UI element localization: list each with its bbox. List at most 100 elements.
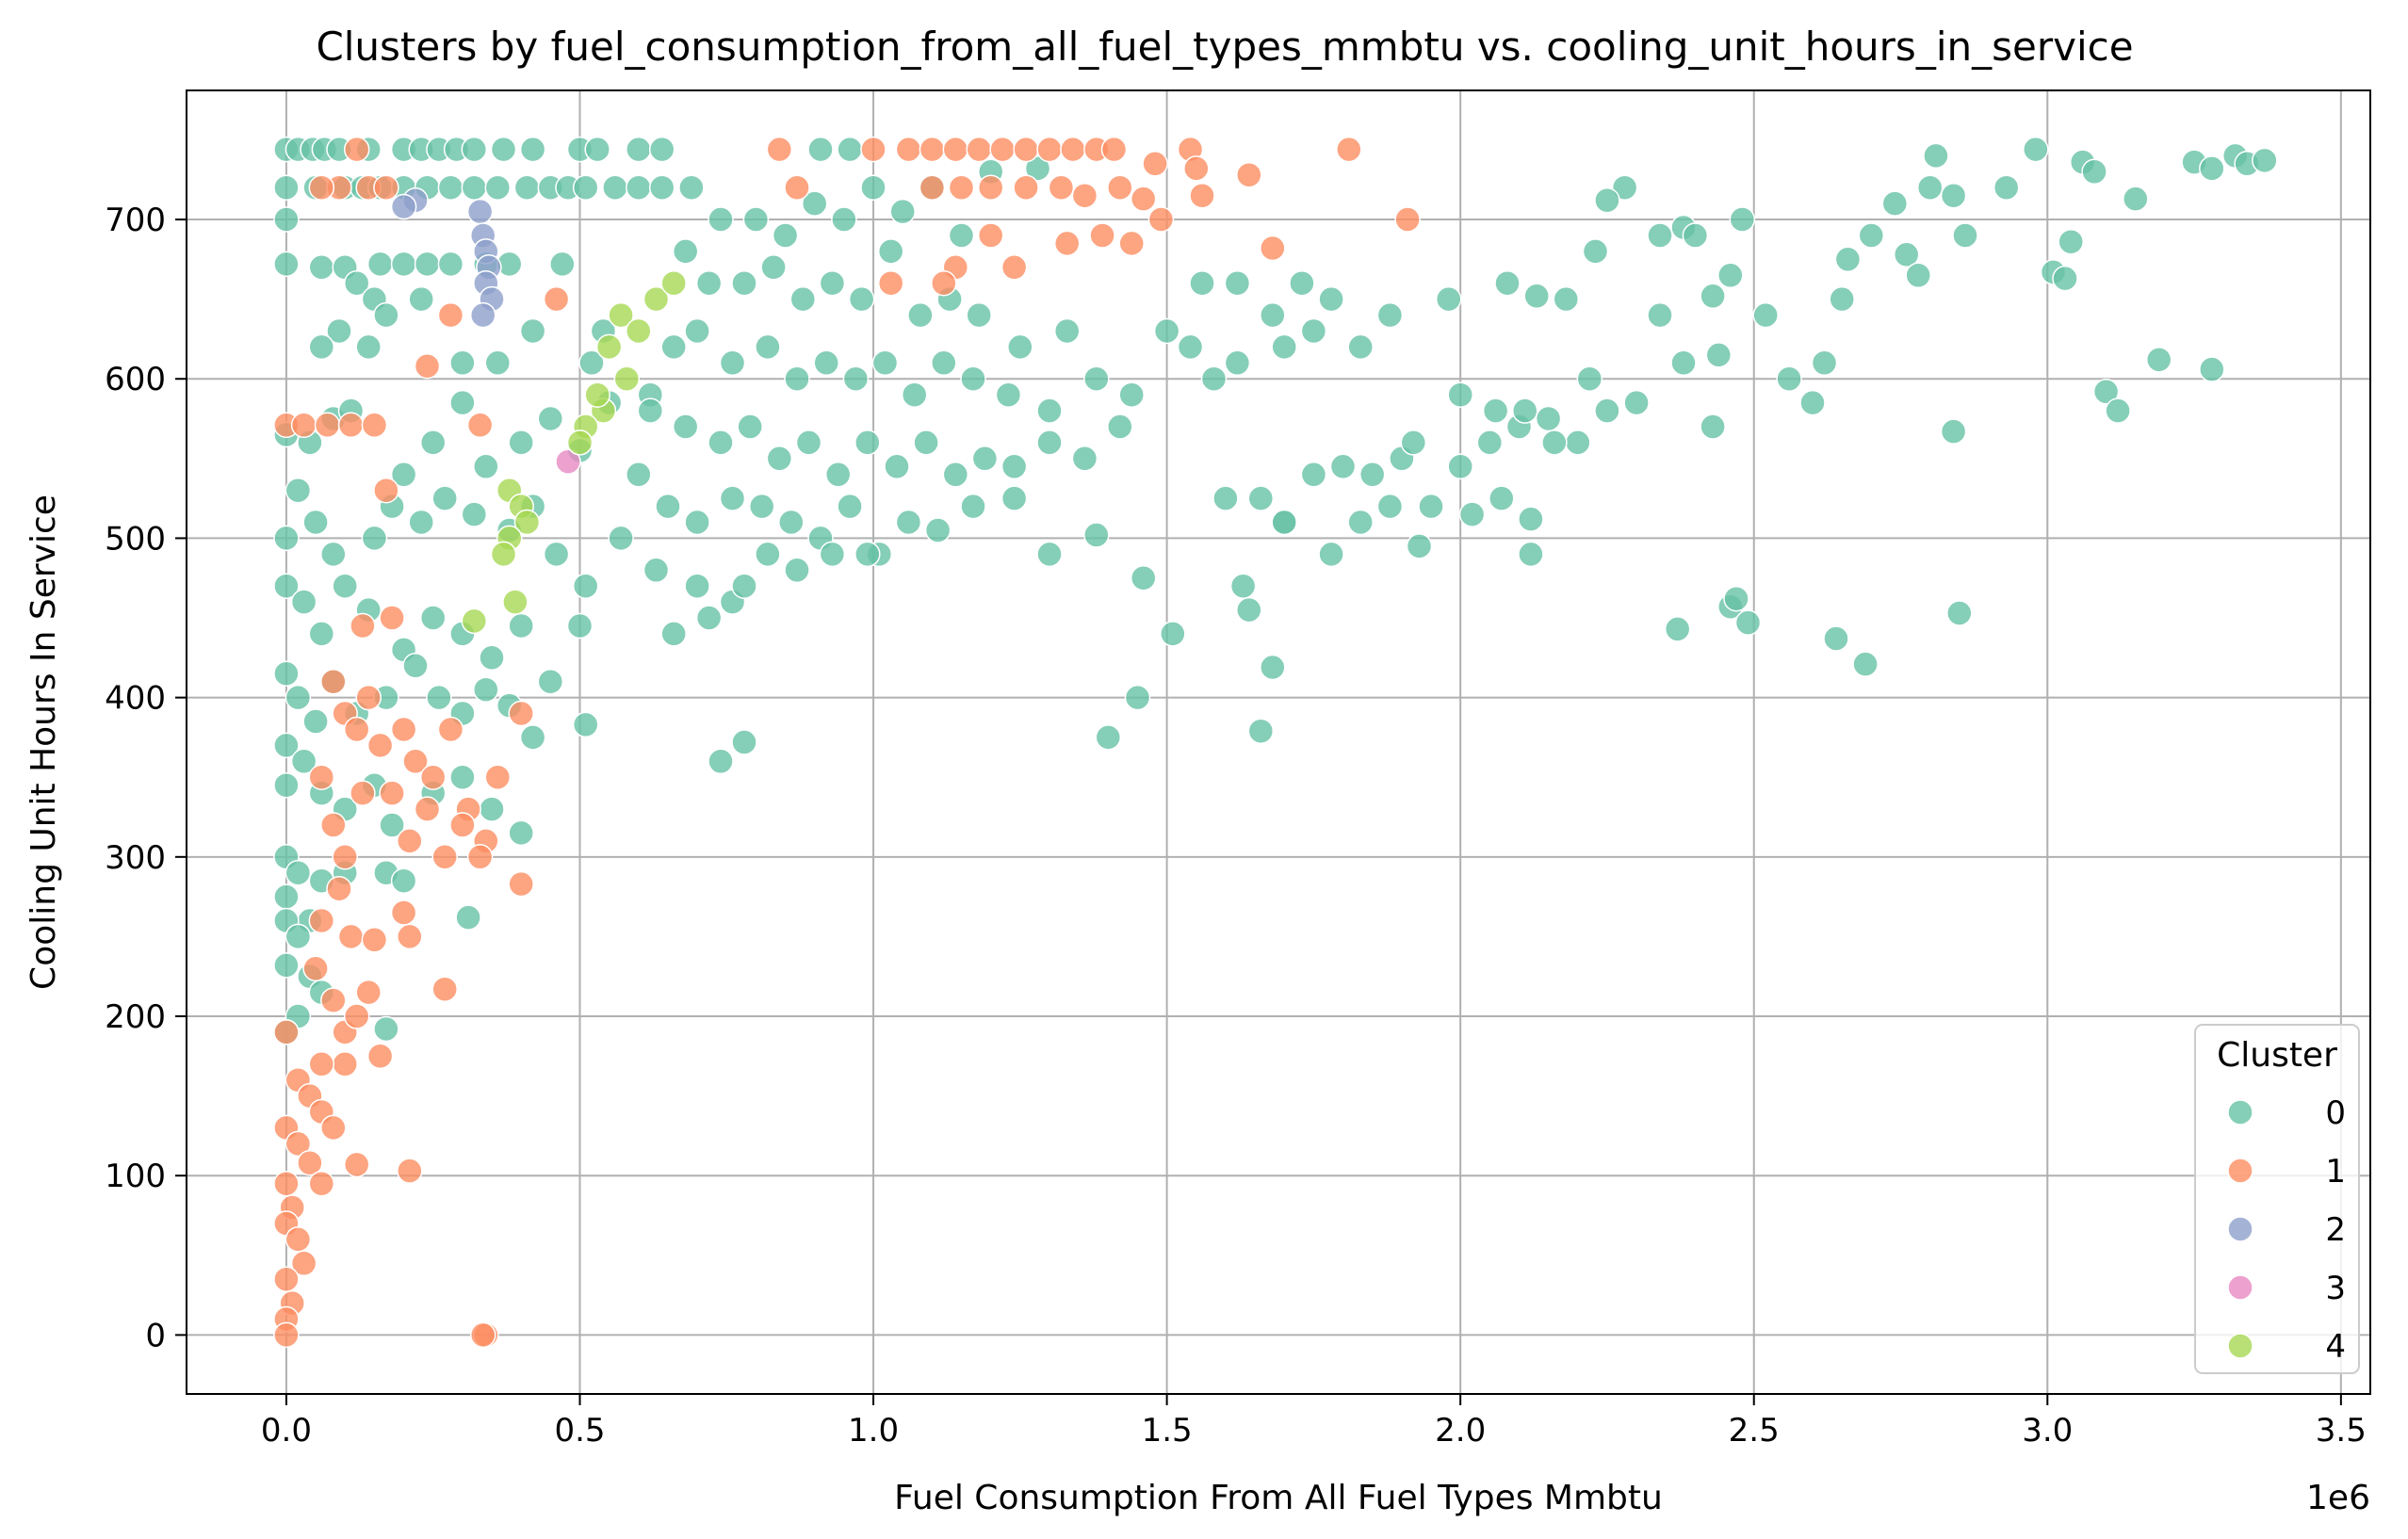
data-point-cluster-0 [742, 206, 770, 233]
data-point-cluster-0 [1177, 333, 1204, 361]
data-point-cluster-0 [273, 251, 300, 278]
data-point-cluster-0 [490, 136, 517, 163]
data-point-cluster-0 [1418, 493, 1444, 520]
data-point-cluster-0 [461, 501, 488, 527]
data-point-cluster-1 [437, 301, 464, 329]
data-point-cluster-0 [931, 349, 957, 377]
data-point-cluster-0 [1776, 365, 1802, 392]
data-point-cluster-0 [549, 251, 576, 278]
data-point-cluster-0 [784, 557, 810, 584]
data-point-cluster-0 [1594, 186, 1620, 214]
data-point-cluster-0 [285, 684, 312, 711]
data-point-cluster-0 [437, 174, 464, 201]
data-point-cluster-0 [948, 222, 975, 249]
data-point-cluster-0 [2199, 155, 2225, 182]
data-point-cluster-0 [1553, 285, 1580, 313]
data-point-cluster-0 [1940, 418, 1967, 445]
data-point-cluster-0 [437, 251, 464, 278]
data-point-cluster-0 [637, 397, 664, 424]
data-point-cluster-0 [1682, 222, 1709, 249]
data-point-cluster-0 [1647, 301, 1673, 329]
data-point-cluster-0 [308, 621, 335, 647]
data-point-cluster-0 [1447, 381, 1473, 408]
data-point-cluster-0 [837, 136, 863, 163]
data-point-cluster-1 [373, 477, 399, 504]
data-point-cluster-0 [801, 190, 828, 217]
data-point-cluster-0 [1007, 333, 1033, 361]
data-point-cluster-0 [755, 333, 781, 361]
data-point-cluster-0 [1852, 651, 1879, 677]
data-point-cluster-0 [326, 317, 352, 345]
data-point-cluster-1 [414, 796, 441, 822]
data-point-cluster-0 [907, 301, 934, 329]
data-point-cluster-0 [1289, 269, 1315, 297]
x-tick-label: 3.0 [2022, 1412, 2073, 1450]
data-point-cluster-1 [784, 174, 810, 201]
data-point-cluster-1 [337, 923, 365, 950]
data-point-cluster-0 [1406, 533, 1433, 559]
data-point-cluster-1 [337, 412, 365, 439]
data-point-cluster-0 [343, 269, 370, 297]
data-point-cluster-0 [431, 485, 458, 511]
data-point-cluster-1 [419, 764, 447, 790]
data-point-cluster-0 [519, 317, 546, 345]
data-point-cluster-0 [519, 724, 546, 751]
data-point-cluster-0 [626, 136, 652, 163]
data-point-cluster-1 [326, 875, 352, 902]
data-point-cluster-4 [461, 608, 488, 635]
data-point-cluster-0 [519, 136, 546, 163]
data-point-cluster-0 [2199, 356, 2225, 382]
data-point-cluster-1 [297, 1149, 323, 1176]
data-point-cluster-1 [1147, 206, 1175, 233]
legend-label: 1 [2325, 1153, 2346, 1191]
x-tick-label: 0.0 [261, 1412, 312, 1450]
data-point-cluster-1 [1048, 174, 1075, 201]
data-point-cluster-0 [824, 462, 852, 488]
data-point-cluster-0 [1664, 616, 1691, 642]
data-point-cluster-1 [397, 828, 423, 854]
data-point-cluster-0 [1107, 413, 1133, 440]
data-point-cluster-1 [1336, 136, 1362, 163]
data-point-cluster-0 [1494, 269, 1521, 297]
data-point-cluster-0 [1893, 241, 1920, 268]
data-point-cluster-0 [1083, 365, 1110, 392]
legend-items: 0 1 2 3 4 [2227, 1094, 2346, 1366]
data-point-cluster-0 [1400, 429, 1427, 456]
data-point-cluster-0 [960, 493, 986, 520]
x-axis-label: Fuel Consumption From All Fuel Types Mmb… [894, 1479, 1663, 1517]
data-point-cluster-3 [555, 448, 581, 475]
data-point-cluster-4 [660, 269, 687, 297]
data-point-cluster-0 [273, 771, 300, 799]
x-axis-offset-label: 1e6 [2306, 1479, 2370, 1517]
data-point-cluster-0 [708, 748, 734, 775]
data-point-cluster-1 [390, 716, 417, 743]
data-point-cluster-1 [1001, 254, 1028, 281]
data-point-cluster-0 [473, 676, 499, 703]
data-point-cluster-1 [343, 1151, 370, 1178]
data-point-cluster-0 [578, 349, 605, 377]
data-point-cluster-0 [479, 796, 505, 822]
y-tick-label: 100 [105, 1158, 166, 1195]
grid-lines [187, 90, 2370, 1394]
data-point-cluster-1 [895, 136, 922, 163]
data-point-cluster-1 [343, 1003, 370, 1029]
data-point-cluster-4 [502, 589, 529, 615]
data-point-cluster-0 [285, 923, 312, 950]
data-point-cluster-0 [1523, 283, 1550, 310]
plot-area [187, 90, 2370, 1394]
data-point-cluster-0 [273, 660, 300, 687]
data-point-cluster-0 [877, 238, 904, 265]
data-point-cluster-0 [748, 493, 775, 520]
data-point-cluster-0 [608, 525, 634, 552]
data-point-cluster-1 [320, 987, 347, 1013]
chart-title: Clusters by fuel_consumption_from_all_fu… [316, 24, 2133, 70]
data-point-cluster-0 [695, 269, 723, 297]
data-point-cluster-0 [1118, 381, 1145, 408]
data-point-cluster-1 [766, 136, 793, 163]
data-point-cluster-0 [1993, 174, 2020, 201]
data-point-cluster-1 [402, 748, 429, 775]
legend-marker [2227, 1333, 2253, 1359]
data-point-cluster-0 [508, 612, 534, 640]
data-point-cluster-0 [860, 174, 887, 201]
data-point-cluster-4 [584, 381, 610, 408]
